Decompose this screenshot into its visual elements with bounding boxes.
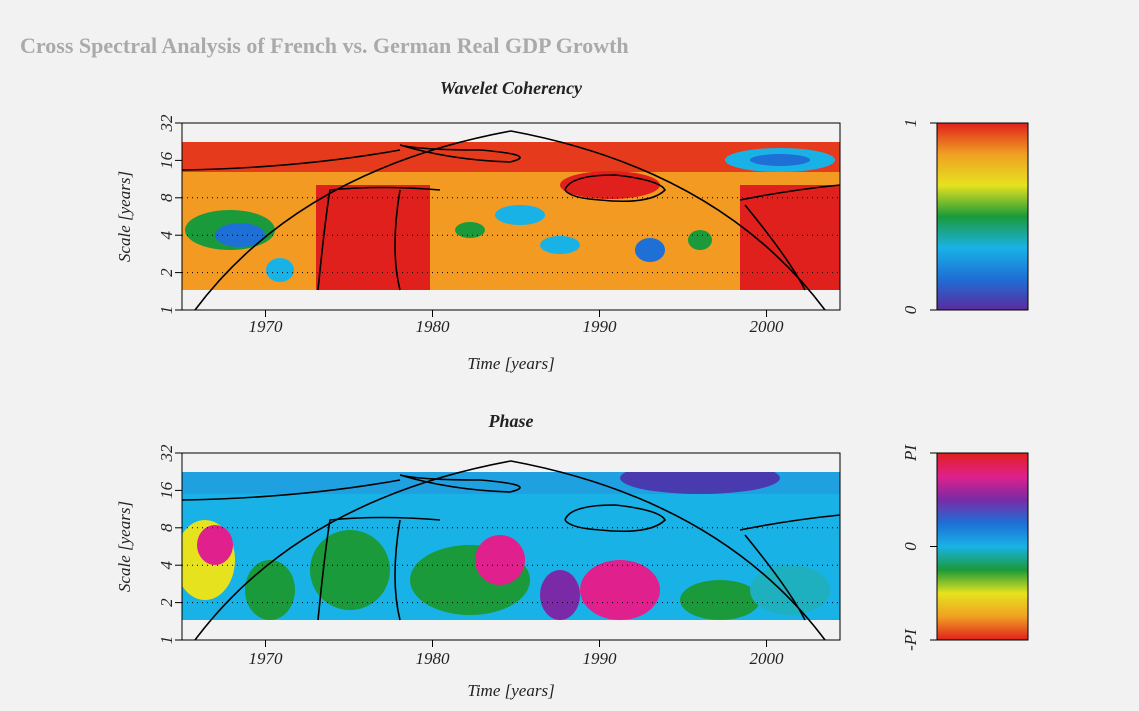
y-tick-label: 4 [157, 560, 176, 569]
colorbar-tick-label: 1 [901, 119, 920, 128]
colorbar [937, 453, 1028, 640]
y-tick-label: 2 [157, 268, 176, 277]
y-tick-label: 2 [157, 598, 176, 607]
y-tick-label: 16 [157, 481, 176, 499]
colorbar [937, 123, 1028, 310]
y-tick-label: 1 [157, 636, 176, 645]
phase-surface [175, 462, 840, 620]
y-tick-label: 8 [157, 523, 176, 532]
x-tick-label: 1970 [249, 317, 284, 336]
plot-title: Wavelet Coherency [440, 78, 583, 98]
x-tick-label: 1980 [416, 317, 451, 336]
colorbar-tick-label: -PI [901, 628, 920, 651]
colorbar-tick-label: PI [901, 444, 920, 462]
x-tick-label: 1980 [416, 649, 451, 668]
page: Cross Spectral Analysis of French vs. Ge… [0, 0, 1139, 706]
y-tick-label: 32 [157, 444, 176, 463]
y-tick-label: 32 [157, 114, 176, 133]
x-axis-label: Time [years] [467, 681, 554, 700]
page-title: Cross Spectral Analysis of French vs. Ge… [20, 33, 629, 58]
colorbar-tick-label: 0 [901, 305, 920, 314]
y-tick-label: 8 [157, 193, 176, 202]
x-tick-label: 1990 [583, 317, 618, 336]
colorbar-tick-label: 0 [901, 542, 920, 551]
y-axis-label: Scale [years] [115, 171, 134, 262]
x-tick-label: 1970 [249, 649, 284, 668]
x-tick-label: 2000 [750, 317, 785, 336]
x-tick-label: 1990 [583, 649, 618, 668]
y-tick-label: 16 [157, 151, 176, 169]
coherency-surface [182, 142, 840, 290]
plot-title: Phase [488, 411, 534, 431]
y-axis-label: Scale [years] [115, 501, 134, 592]
y-tick-label: 1 [157, 306, 176, 315]
x-tick-label: 2000 [750, 649, 785, 668]
x-axis-label: Time [years] [467, 354, 554, 373]
y-tick-label: 4 [157, 230, 176, 239]
